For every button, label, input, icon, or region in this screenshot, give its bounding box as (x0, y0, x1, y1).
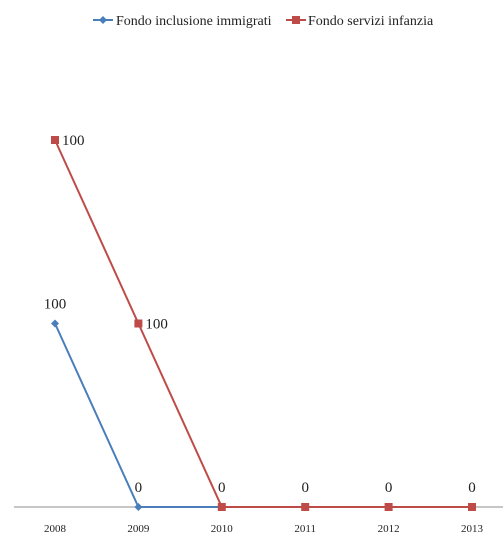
legend: Fondo inclusione immigrati Fondo servizi… (93, 14, 434, 29)
legend-entry-series-1: Fondo inclusione immigrati (93, 14, 272, 29)
data-labels: 100 0 0 0 0 0 100 100 (44, 133, 476, 496)
series-2-point-2009 (134, 319, 143, 328)
data-label-series-1-2011: 0 (301, 480, 309, 496)
data-label-series-1-2013: 0 (468, 480, 476, 496)
series-1-point-2008 (51, 319, 59, 328)
x-tick-label-2012: 2012 (378, 523, 400, 535)
series-line-1 (54, 323, 472, 508)
data-label-series-2-2008: 100 (62, 133, 85, 149)
series-1-point-2009 (134, 503, 143, 511)
data-label-series-1-2012: 0 (385, 480, 393, 496)
legend-label-series-1: Fondo inclusione immigrati (116, 14, 272, 29)
legend-label-series-2: Fondo servizi infanzia (308, 14, 434, 29)
series-line-2 (54, 139, 472, 508)
x-tick-label-2010: 2010 (211, 523, 234, 535)
data-label-series-1-2010: 0 (218, 480, 226, 496)
legend-marker-series-1 (99, 16, 107, 24)
x-tick-label-2008: 2008 (44, 523, 67, 535)
series-2-point-2012 (384, 503, 393, 511)
data-label-series-1-2009: 0 (135, 480, 143, 496)
x-axis-ticks: 2008 2009 2010 2011 2012 2013 (44, 523, 484, 535)
data-label-series-1-2008: 100 (44, 297, 67, 313)
series-2-point-2011 (301, 503, 310, 511)
x-tick-label-2013: 2013 (461, 523, 484, 535)
x-tick-label-2009: 2009 (127, 523, 150, 535)
series-2-point-2008 (51, 136, 59, 144)
legend-marker-series-2 (292, 16, 300, 24)
x-tick-label-2011: 2011 (294, 523, 316, 535)
legend-entry-series-2: Fondo servizi infanzia (286, 14, 434, 29)
series-2-point-2010 (217, 503, 226, 511)
series-2-point-2013 (468, 503, 476, 511)
data-label-series-2-2009: 100 (145, 317, 168, 333)
plot-area (51, 136, 476, 511)
